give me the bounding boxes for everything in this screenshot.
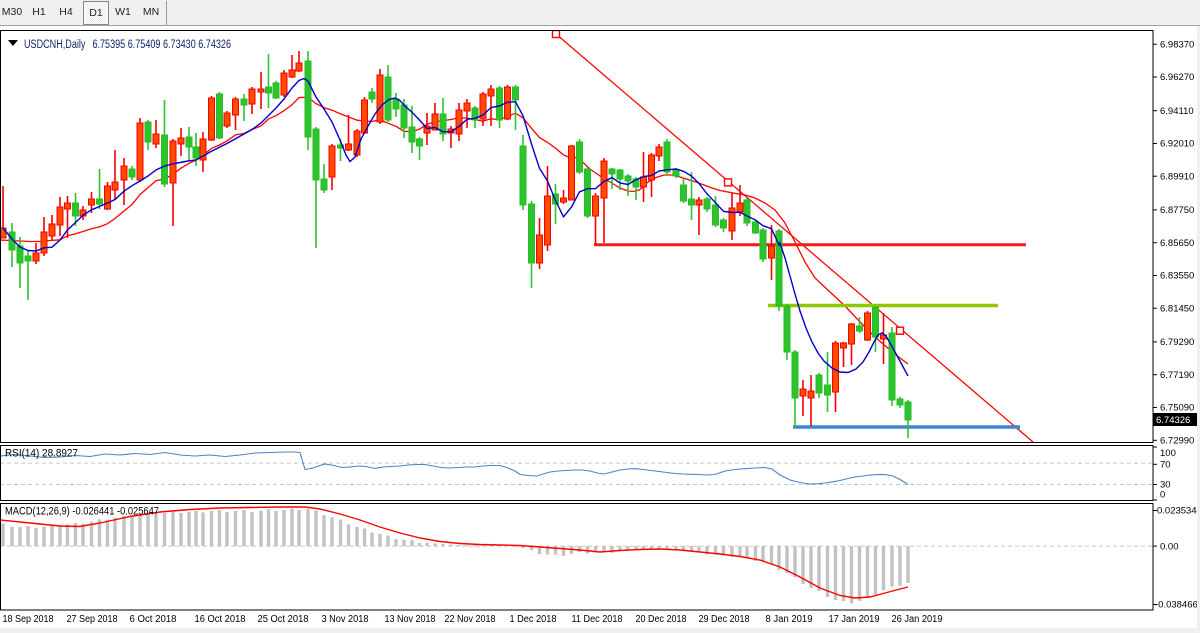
svg-text:6.74326: 6.74326 [1156,415,1190,426]
svg-text:USDCNH,Daily 6.75395 6.75409: USDCNH,Daily 6.75395 6.75409 6.73430 6.7… [24,39,231,51]
svg-text:27 Sep 2018: 27 Sep 2018 [67,614,118,625]
svg-text:22 Nov 2018: 22 Nov 2018 [445,614,496,625]
svg-text:0.023534: 0.023534 [1157,506,1197,517]
svg-text:RSI(14) 28.8927: RSI(14) 28.8927 [5,448,78,460]
svg-text:6.87750: 6.87750 [1160,205,1194,216]
svg-text:17 Jan 2019: 17 Jan 2019 [829,614,880,625]
svg-text:8 Jan 2019: 8 Jan 2019 [766,614,813,625]
svg-text:16 Oct 2018: 16 Oct 2018 [195,614,246,625]
svg-text:6.89910: 6.89910 [1160,171,1194,182]
svg-text:6.85650: 6.85650 [1160,238,1194,249]
svg-text:25 Oct 2018: 25 Oct 2018 [258,614,309,625]
svg-text:6.75090: 6.75090 [1160,403,1194,414]
svg-text:6.96270: 6.96270 [1160,72,1194,83]
svg-text:0.00: 0.00 [1160,541,1179,552]
svg-text:MACD(12,26,9) -0.026441 -0.025: MACD(12,26,9) -0.026441 -0.025647 [5,506,159,518]
svg-text:6.94110: 6.94110 [1160,106,1194,117]
svg-text:3 Nov 2018: 3 Nov 2018 [322,614,369,625]
svg-text:6.72990: 6.72990 [1160,436,1194,447]
svg-text:6.79290: 6.79290 [1160,337,1194,348]
svg-text:11 Dec 2018: 11 Dec 2018 [572,614,623,625]
svg-text:6.98370: 6.98370 [1160,39,1194,50]
svg-text:18 Sep 2018: 18 Sep 2018 [3,614,54,625]
svg-text:100: 100 [1160,448,1176,459]
svg-text:-0.038466: -0.038466 [1155,600,1198,611]
svg-text:6 Oct 2018: 6 Oct 2018 [130,614,177,625]
svg-text:6.83550: 6.83550 [1160,271,1194,282]
svg-text:0: 0 [1160,490,1165,501]
svg-text:6.92010: 6.92010 [1160,139,1194,150]
svg-text:6.81450: 6.81450 [1160,303,1194,314]
svg-text:29 Dec 2018: 29 Dec 2018 [699,614,750,625]
svg-text:26 Jan 2019: 26 Jan 2019 [892,614,943,625]
svg-text:70: 70 [1160,460,1171,471]
svg-text:1 Dec 2018: 1 Dec 2018 [510,614,557,625]
svg-text:30: 30 [1160,480,1171,491]
svg-text:13 Nov 2018: 13 Nov 2018 [385,614,436,625]
svg-text:6.77190: 6.77190 [1160,370,1194,381]
svg-text:20 Dec 2018: 20 Dec 2018 [636,614,687,625]
